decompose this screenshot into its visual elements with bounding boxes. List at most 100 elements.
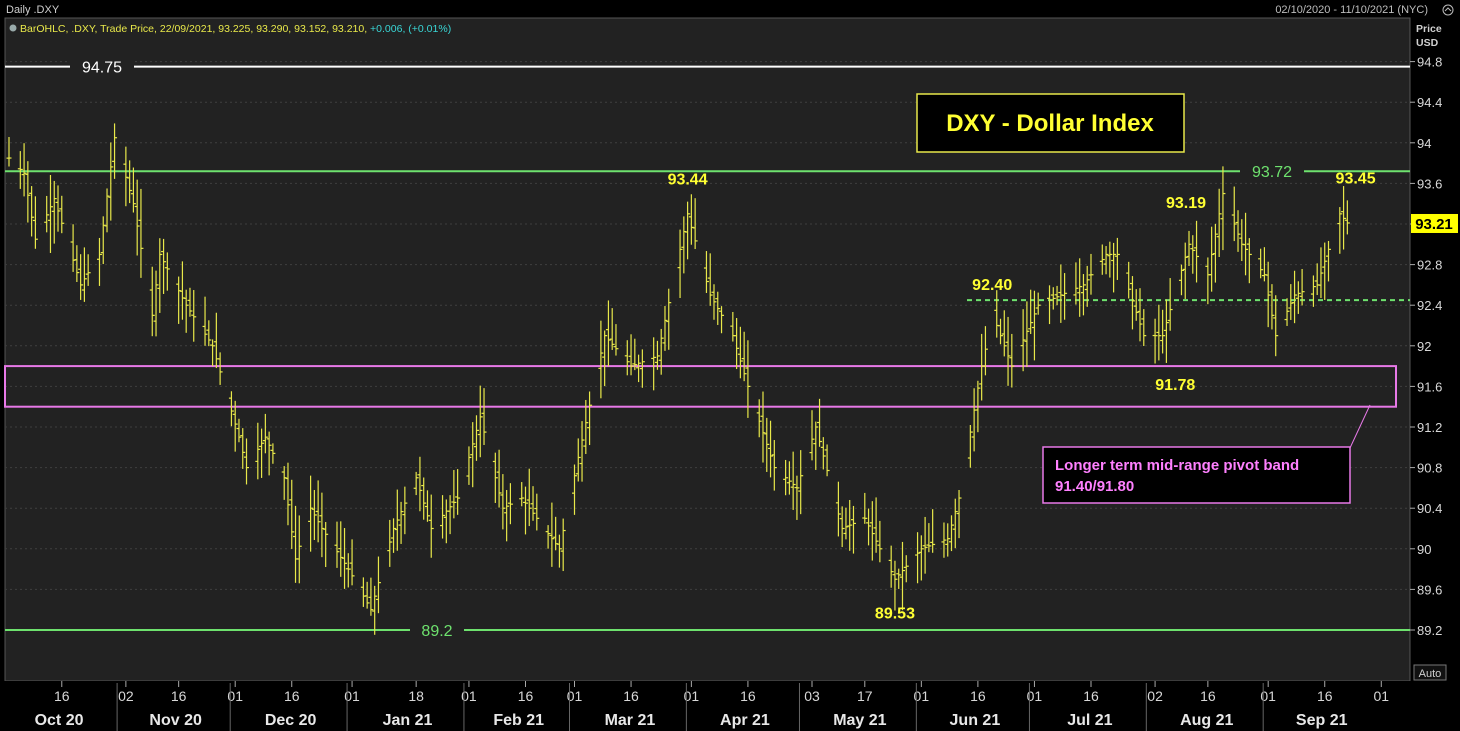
y-tick-label: 92 (1417, 339, 1431, 354)
legend-change: +0.006, (+0.01%) (370, 23, 451, 35)
ohlc-bar (1020, 309, 1026, 372)
collapse-icon[interactable] (1442, 4, 1454, 16)
ohlc-bar (183, 289, 189, 333)
price-annotation: 91.78 (1155, 377, 1195, 394)
ohlc-bar (662, 306, 668, 351)
ohlc-bar (104, 188, 110, 233)
month-label: Jun 21 (950, 712, 1001, 729)
y-tick-label: 89.6 (1417, 582, 1442, 597)
ohlc-bar (783, 459, 789, 496)
level-label: 89.2 (421, 623, 452, 640)
ohlc-bar (1005, 316, 1011, 386)
ohlc-bar (719, 306, 725, 334)
ohlc-bar (1295, 281, 1301, 314)
x-tick-label: 16 (1083, 688, 1099, 704)
x-axis-area (0, 681, 1460, 731)
ohlc-bar (952, 498, 958, 549)
ohlc-bar (519, 482, 525, 507)
ohlc-bar (100, 216, 106, 265)
month-label: Aug 21 (1180, 712, 1233, 729)
ohlc-bar (1167, 278, 1173, 331)
ohlc-bar (1246, 238, 1252, 284)
last-price-tag (1411, 213, 1458, 233)
ohlc-bar (1077, 258, 1083, 317)
price-annotation: 92.40 (972, 277, 1012, 294)
y-tick-label: 90.4 (1417, 501, 1442, 516)
ohlc-bar (187, 287, 193, 317)
y-tick-label: 94.4 (1417, 95, 1442, 110)
ohlc-bar (1310, 275, 1316, 307)
ohlc-bar (1088, 253, 1094, 295)
ohlc-bar (847, 499, 853, 551)
series-settings-icon[interactable] (9, 24, 17, 32)
ohlc-bar (534, 493, 540, 531)
ohlc-bar (926, 523, 932, 553)
ohlc-bar (51, 180, 57, 244)
ohlc-bar (496, 449, 502, 508)
ohlc-bar (447, 495, 453, 535)
ohlc-bar (394, 489, 400, 551)
ohlc-bar (210, 339, 216, 367)
ohlc-bar (873, 497, 879, 553)
level-label: 93.72 (1252, 164, 1292, 181)
ohlc-bar (1209, 226, 1215, 292)
price-annotation: 93.44 (668, 172, 708, 189)
ohlc-bar (624, 340, 630, 376)
ohlc-bar (21, 143, 27, 197)
ohlc-bar (1035, 292, 1041, 315)
ohlc-bar (32, 196, 38, 249)
ohlc-bar (1024, 301, 1030, 367)
x-tick-label: 01 (1027, 688, 1043, 704)
level-label: 94.75 (82, 60, 122, 77)
ohlc-bar (112, 123, 118, 179)
ohlc-bar (1212, 223, 1218, 283)
ohlc-bar (1265, 261, 1271, 328)
ohlc-bar (1231, 186, 1237, 242)
ohlc-bar (820, 437, 826, 470)
ohlc-bar (25, 161, 31, 223)
x-tick-label: 01 (344, 688, 360, 704)
chart-title: DXY - Dollar Index (946, 110, 1154, 137)
ohlc-bar (1337, 207, 1343, 254)
ohlc-bar (703, 251, 709, 293)
ohlc-bar (1103, 246, 1109, 275)
ohlc-bar (572, 464, 577, 515)
auto-scale-button[interactable] (1413, 664, 1447, 681)
pivot-note-box (1042, 446, 1351, 504)
pivot-note-line2: 91.40/91.80 (1055, 478, 1134, 495)
x-tick-label: 01 (684, 688, 700, 704)
ohlc-bar (1126, 261, 1132, 299)
ohlc-bar (308, 475, 314, 552)
ohlc-bar (575, 438, 581, 482)
ohlc-bar (945, 523, 951, 557)
ohlc-bar (1284, 298, 1290, 326)
ohlc-bar (1194, 220, 1200, 283)
ohlc-bar (375, 556, 381, 614)
ohlc-bar (605, 300, 611, 367)
price-annotation: 89.53 (875, 606, 915, 623)
ohlc-bar (764, 417, 770, 472)
ohlc-bar (892, 560, 898, 611)
ohlc-bar (794, 475, 800, 520)
month-label: Sep 21 (1296, 712, 1348, 729)
ohlc-bar (387, 519, 393, 567)
ohlc-bar (153, 270, 159, 337)
ohlc-bar (715, 291, 721, 325)
ohlc-bar (473, 415, 479, 461)
level-label-bg (1240, 162, 1304, 181)
month-label: Oct 20 (35, 712, 84, 729)
ohlc-bar (526, 468, 532, 527)
ohlc-bar (956, 489, 962, 539)
ohlc-bar (915, 532, 921, 584)
ohlc-bar (364, 581, 370, 609)
ohlc-bar (756, 399, 762, 438)
ohlc-bar (202, 296, 208, 346)
level-label-bg (410, 621, 464, 639)
ohlc-bar (760, 391, 766, 463)
ohlc-bar (421, 477, 427, 520)
ohlc-bar (315, 480, 321, 543)
x-tick-label: 01 (914, 688, 930, 704)
ohlc-bar (255, 422, 261, 480)
